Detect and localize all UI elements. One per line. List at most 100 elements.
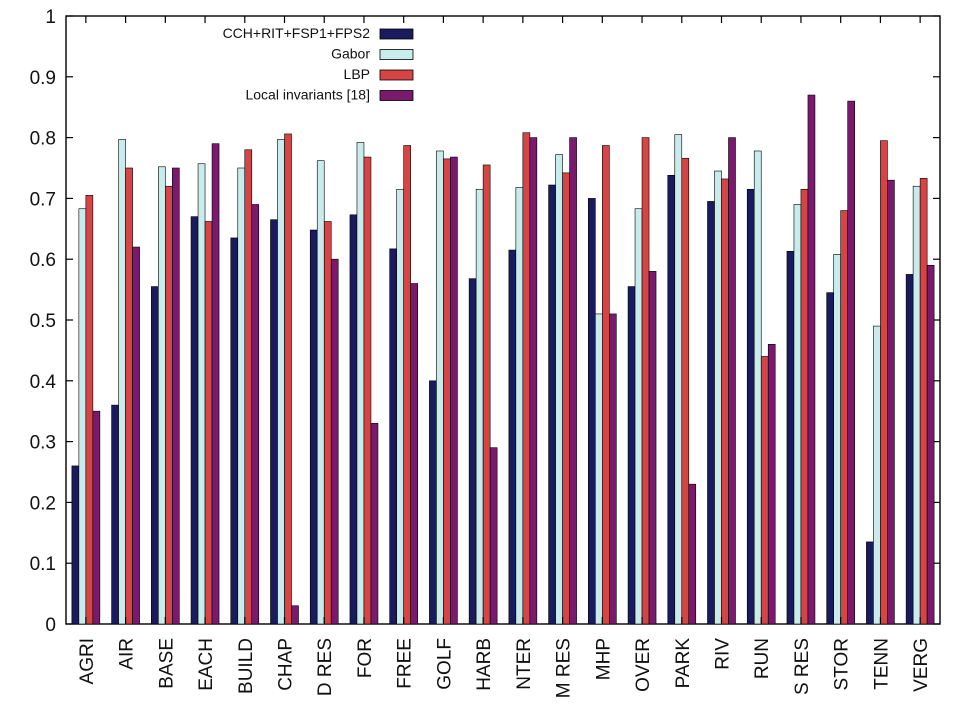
bar-each-series-4: [211, 143, 220, 625]
x-tick-label: M RES: [554, 638, 575, 698]
bar-verg-series-3: [919, 178, 928, 625]
x-tick-label: MHP: [593, 638, 614, 680]
bar-harb-series-1: [468, 278, 477, 625]
bar-agri-series-1: [71, 465, 80, 625]
bar-chap-series-4: [291, 605, 299, 625]
bar-base-series-4: [172, 167, 180, 625]
bar-d-res-series-2: [316, 160, 325, 625]
bar-base-series-3: [165, 185, 173, 625]
y-tick-label: 0.3: [30, 433, 56, 454]
legend-swatch: [379, 90, 414, 101]
bar-mhp-series-4: [609, 313, 617, 625]
bar-d-res-series-4: [330, 258, 339, 625]
bar-build-series-2: [237, 167, 246, 625]
bar-riv-series-4: [728, 137, 736, 625]
legend-label: CCH+RIT+FSP1+FPS2: [223, 25, 371, 41]
bar-m-res-series-4: [569, 137, 577, 625]
x-tick-label: STOR: [832, 638, 853, 690]
y-tick-label: 1: [45, 7, 56, 28]
y-tick-label: 0.9: [30, 68, 56, 89]
bar-base-series-1: [151, 286, 159, 625]
bar-air-series-2: [118, 139, 126, 625]
bar-s-res-series-3: [800, 188, 809, 625]
bar-park-series-3: [681, 157, 690, 625]
bar-build-series-1: [230, 237, 239, 625]
bar-free-series-4: [410, 283, 418, 625]
y-tick-label: 0.4: [30, 372, 57, 393]
bar-free-series-2: [396, 188, 404, 625]
y-tick-label: 0.2: [30, 493, 56, 514]
legend-swatch: [379, 28, 414, 40]
bar-run-series-4: [767, 344, 776, 625]
bar-free-series-1: [389, 248, 397, 625]
bar-air-series-4: [132, 246, 140, 625]
x-tick-label: FOR: [355, 638, 376, 678]
bar-golf-series-1: [429, 380, 437, 625]
bar-chap-series-3: [284, 133, 292, 625]
x-tick-label: OVER: [633, 638, 654, 692]
bar-harb-series-4: [489, 447, 498, 625]
x-tick-label: RUN: [752, 638, 773, 679]
bar-run-series-1: [746, 188, 755, 625]
bar-harb-series-3: [482, 164, 491, 625]
x-tick-label: BUILD: [236, 638, 257, 694]
bar-run-series-2: [753, 150, 762, 625]
bar-park-series-4: [688, 483, 697, 625]
bar-free-series-3: [403, 145, 411, 625]
x-tick-label: AGRI: [77, 638, 98, 684]
x-tick-label: HARB: [474, 638, 495, 691]
bar-m-res-series-2: [555, 154, 563, 625]
x-tick-label: NTER: [514, 638, 535, 690]
bar-over-series-1: [627, 286, 636, 625]
bar-agri-series-2: [78, 208, 87, 625]
bar-golf-series-4: [450, 156, 458, 625]
bar-agri-series-4: [92, 410, 101, 625]
bar-nter-series-3: [522, 132, 531, 625]
x-tick-label: AIR: [117, 638, 138, 670]
bar-riv-series-2: [714, 170, 722, 625]
bar-stor-series-1: [826, 292, 834, 625]
x-tick-label: BASE: [156, 638, 177, 689]
x-tick-label: CHAP: [276, 638, 297, 691]
y-tick-label: 0.8: [30, 129, 56, 150]
bar-for-series-2: [356, 142, 365, 625]
bar-nter-series-1: [508, 249, 517, 625]
y-tick-label: 0.7: [30, 189, 56, 210]
bar-verg-series-4: [926, 264, 935, 625]
bar-chap-series-1: [270, 219, 278, 625]
legend: CCH+RIT+FSP1+FPS2 Gabor LBP Local invariant…: [223, 25, 414, 103]
y-tick-label: 0.1: [30, 554, 56, 575]
bar-stor-series-2: [833, 254, 841, 625]
y-tick-label: 0.6: [30, 250, 56, 271]
bar-stor-series-4: [847, 100, 855, 625]
x-tick-label: S RES: [792, 638, 813, 695]
y-tick-label: 0.5: [30, 311, 56, 332]
bar-d-res-series-1: [309, 229, 318, 625]
bar-build-series-4: [251, 204, 260, 625]
bar-over-series-3: [641, 137, 650, 625]
bar-tenn-series-2: [873, 325, 881, 625]
bar-each-series-3: [204, 221, 213, 625]
bar-s-res-series-2: [793, 204, 802, 625]
x-tick-label: TENN: [871, 638, 892, 690]
bar-riv-series-3: [721, 178, 729, 625]
bar-d-res-series-3: [323, 221, 332, 625]
bar-over-series-2: [634, 208, 643, 625]
bar-mhp-series-2: [595, 313, 603, 625]
bar-build-series-3: [244, 149, 253, 625]
bar-golf-series-3: [443, 158, 451, 625]
bar-mhp-series-3: [602, 145, 610, 625]
x-tick-label: PARK: [673, 638, 694, 689]
bar-agri-series-3: [85, 195, 94, 625]
bar-verg-series-1: [905, 274, 914, 625]
bar-tenn-series-3: [880, 140, 888, 625]
bar-over-series-4: [648, 271, 657, 625]
bar-mhp-series-1: [588, 198, 596, 625]
x-tick-label: VERG: [911, 638, 932, 692]
legend-swatch: [379, 49, 414, 60]
bar-tenn-series-1: [866, 541, 874, 625]
bar-chap-series-2: [277, 139, 285, 625]
legend-swatch: [379, 69, 414, 81]
legend-label: Local invariants [18]: [245, 87, 370, 103]
